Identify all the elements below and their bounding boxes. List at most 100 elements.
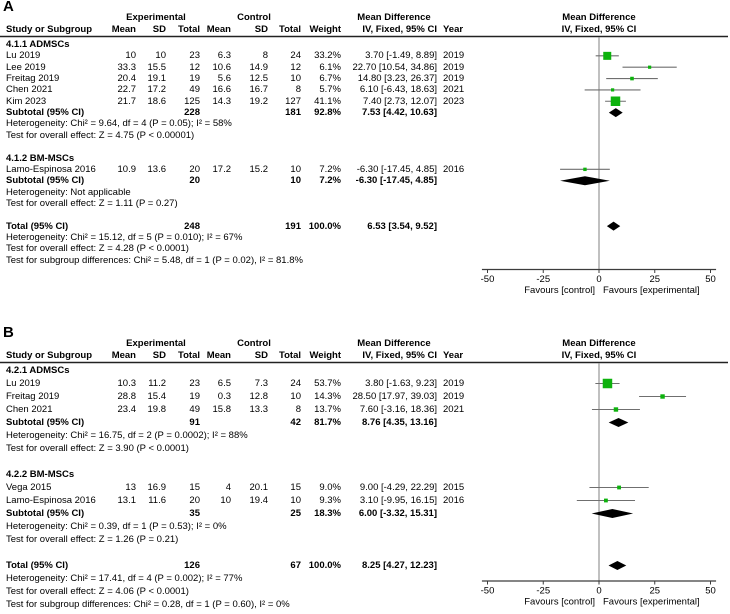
cell-ci-text: -6.30 [-17.45, 4.85] (356, 163, 437, 175)
cell-exp-sd: 18.6 (147, 95, 167, 107)
cell-ctl-mean: 4 (225, 482, 231, 493)
column-header-exp-total: Total (178, 349, 200, 361)
subtotal-label: Subtotal (95% CI) (6, 417, 85, 428)
cell-ci-text: 3.80 [-1.63, 9.23] (365, 378, 437, 389)
cell-ci-text: 6.00 [-3.32, 15.31] (358, 508, 437, 519)
cell-exp-total: 19 (189, 73, 200, 85)
cell-study-name: Freitag 2019 (6, 391, 60, 402)
cell-ctl-mean: 16.6 (212, 84, 232, 96)
column-header-iv-fixed-ci: IV, Fixed, 95% CI (362, 349, 437, 361)
cell-ci-text: 3.70 [-1.49, 8.89] (365, 50, 437, 62)
cell-exp-sd: 17.2 (147, 84, 167, 96)
cell-weight: 81.7% (314, 417, 341, 428)
cell-ctl-total: 8 (295, 404, 301, 415)
cell-exp-total: 248 (184, 220, 200, 232)
cell-study-name: Lu 2019 (6, 378, 41, 389)
cell-exp-mean: 33.3 (117, 61, 137, 73)
cell-exp-mean: 20.4 (117, 73, 137, 85)
cell-ctl-total: 42 (290, 417, 301, 428)
cell-ctl-sd: 12.8 (249, 391, 269, 402)
cell-weight: 7.2% (319, 163, 341, 175)
cell-ctl-mean: 6.5 (217, 378, 231, 389)
mean-difference-group-header: Mean Difference (357, 338, 431, 349)
experimental-group-header: Experimental (126, 12, 186, 23)
cell-exp-sd: 19.8 (147, 404, 167, 415)
cell-exp-total: 49 (189, 84, 200, 96)
cell-exp-sd: 10 (155, 50, 166, 62)
cell-weight: 92.8% (314, 107, 341, 119)
cell-exp-total: 12 (189, 61, 200, 73)
statistics-note: Test for subgroup differences: Chi² = 0.… (6, 599, 290, 610)
cell-exp-total: 20 (189, 495, 200, 506)
cell-year: 2019 (443, 378, 465, 389)
cell-ctl-total: 24 (290, 50, 301, 62)
cell-ctl-total: 8 (295, 84, 301, 96)
cell-ctl-total: 181 (285, 107, 301, 119)
subtotal-label: Subtotal (95% CI) (6, 175, 85, 187)
cell-ci-text: 28.50 [17.97, 39.03] (352, 391, 437, 402)
cell-ctl-sd: 14.9 (249, 61, 269, 73)
total-label: Total (95% CI) (6, 220, 69, 232)
mean-difference-group-header: Mean Difference (357, 12, 431, 23)
column-header-ctl-mean: Mean (206, 349, 231, 361)
cell-exp-mean: 13 (125, 482, 136, 493)
cell-ci-text: 6.10 [-6.43, 18.63] (359, 84, 437, 96)
cell-ctl-mean: 17.2 (212, 163, 232, 175)
column-header-study: Study or Subgroup (6, 349, 93, 361)
cell-exp-sd: 11.6 (148, 495, 166, 506)
subgroup-title: 4.1.2 BM-MSCs (6, 152, 75, 164)
cell-ci-text: 7.53 [4.42, 10.63] (362, 107, 437, 119)
cell-year: 2021 (443, 404, 465, 415)
cell-ctl-mean: 10 (220, 495, 231, 506)
cell-study-name: Kim 2023 (6, 95, 47, 107)
column-header-ctl-total: Total (279, 349, 301, 361)
panel-a-rows: 4.1.1 ADMSCs Lu 2019 10 10 23 6.3 8 24 33.2% 3.70… (0, 2, 730, 302)
cell-weight: 7.2% (319, 175, 341, 187)
panel-b-label: B (3, 324, 14, 341)
statistics-note: Test for overall effect: Z = 1.11 (P = 0… (6, 197, 178, 209)
cell-ci-text: -6.30 [-17.45, 4.85] (355, 175, 437, 187)
cell-ctl-total: 67 (290, 560, 301, 571)
cell-weight: 6.7% (319, 73, 341, 85)
statistics-note: Heterogeneity: Chi² = 16.75, df = 2 (P =… (6, 430, 248, 441)
cell-ctl-mean: 15.8 (212, 404, 232, 415)
statistics-note: Test for overall effect: Z = 1.26 (P = 0… (6, 534, 179, 545)
cell-study-name: Freitag 2019 (6, 73, 60, 85)
cell-weight: 41.1% (314, 95, 341, 107)
cell-year: 2019 (443, 391, 465, 402)
cell-year: 2019 (443, 50, 465, 62)
panel-b-rows: 4.2.1 ADMSCs Lu 2019 10.3 11.2 23 6.5 7.3 24 53.… (0, 328, 730, 614)
cell-ci-text: 7.60 [-3.16, 18.36] (359, 404, 437, 415)
panel-a: A Experimental Control Mean Difference M… (0, 0, 730, 302)
cell-ctl-total: 24 (290, 378, 301, 389)
cell-ci-text: 8.25 [4.27, 12.23] (362, 560, 437, 571)
experimental-group-header: Experimental (126, 338, 186, 349)
cell-exp-mean: 23.4 (117, 404, 137, 415)
cell-ctl-mean: 0.3 (217, 391, 231, 402)
cell-weight: 5.7% (319, 84, 341, 96)
cell-exp-total: 23 (189, 378, 200, 389)
cell-weight: 53.7% (314, 378, 341, 389)
cell-ci-text: 3.10 [-9.95, 16.15] (359, 495, 437, 506)
cell-exp-sd: 19.1 (147, 73, 167, 85)
statistics-note: Test for subgroup differences: Chi² = 5.… (6, 254, 303, 266)
cell-ctl-total: 10 (290, 495, 301, 506)
cell-ctl-sd: 19.2 (249, 95, 269, 107)
cell-exp-total: 23 (189, 50, 200, 62)
statistics-note: Heterogeneity: Chi² = 17.41, df = 4 (P =… (6, 573, 243, 584)
total-label: Total (95% CI) (6, 560, 69, 571)
statistics-note: Test for overall effect: Z = 4.06 (P < 0… (6, 586, 189, 597)
column-header-iv-fixed-ci: IV, Fixed, 95% CI (362, 23, 437, 35)
column-header-weight: Weight (309, 23, 342, 35)
cell-weight: 100.0% (308, 220, 341, 232)
column-header-year: Year (443, 23, 464, 35)
cell-ctl-total: 15 (290, 482, 301, 493)
cell-exp-sd: 11.2 (148, 378, 166, 389)
cell-weight: 33.2% (314, 50, 341, 62)
subgroup-title: 4.2.1 ADMSCs (6, 365, 70, 376)
cell-ctl-sd: 7.3 (254, 378, 268, 389)
cell-weight: 9.3% (319, 495, 341, 506)
cell-ctl-sd: 16.7 (249, 84, 269, 96)
statistics-note: Heterogeneity: Chi² = 0.39, df = 1 (P = … (6, 521, 227, 532)
